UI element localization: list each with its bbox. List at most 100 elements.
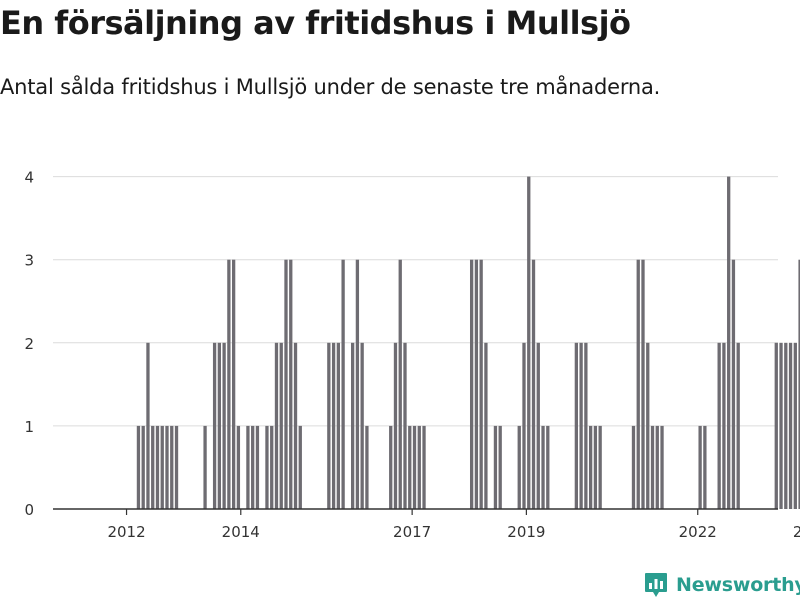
bar	[403, 342, 407, 509]
bar	[779, 342, 783, 509]
x-tick-label: 2024	[793, 523, 800, 541]
page-subtitle: Antal sålda fritidshus i Mullsjö under d…	[0, 75, 661, 99]
bar	[593, 425, 598, 509]
bar	[298, 425, 302, 509]
newsworthy-logo-icon	[645, 573, 667, 597]
bar	[793, 342, 797, 509]
x-axis: 2012 2014 2017 2019 2022 2024	[53, 508, 800, 541]
y-tick-label: 1	[24, 418, 34, 436]
bar	[251, 425, 255, 509]
bar	[341, 259, 345, 509]
page-title: En försäljning av fritidshus i Mullsjö	[0, 4, 631, 42]
bar	[289, 259, 293, 509]
bar	[279, 342, 283, 509]
bar	[579, 342, 583, 509]
bar	[160, 425, 164, 509]
bar	[484, 342, 488, 509]
bar	[574, 342, 579, 509]
bar	[479, 259, 483, 509]
bar	[717, 342, 721, 509]
bar	[136, 425, 141, 509]
bar	[365, 425, 369, 509]
y-tick-label: 4	[24, 169, 34, 187]
bar	[393, 342, 398, 509]
bar	[327, 342, 331, 509]
bar	[736, 342, 740, 509]
bar	[284, 259, 288, 509]
bar	[422, 425, 426, 509]
bar	[798, 259, 800, 509]
bar	[398, 259, 402, 509]
bar	[774, 342, 778, 509]
bar	[155, 425, 160, 509]
bar	[788, 342, 793, 509]
x-tick-label: 2017	[393, 523, 431, 541]
bar	[588, 425, 593, 509]
bar	[731, 259, 736, 509]
bar	[222, 342, 226, 509]
bar	[274, 342, 279, 509]
x-tick-label: 2022	[679, 523, 717, 541]
bar	[336, 342, 341, 509]
bar	[141, 425, 145, 509]
bar	[146, 342, 150, 509]
bar	[722, 342, 726, 509]
bar	[236, 425, 241, 509]
bar	[412, 425, 417, 509]
bar	[650, 425, 655, 509]
bar	[536, 342, 540, 509]
y-tick-label: 3	[24, 252, 34, 270]
bar	[522, 342, 526, 509]
bar	[331, 342, 336, 509]
bar	[350, 342, 355, 509]
bar	[727, 176, 731, 509]
bar	[417, 425, 421, 509]
bar	[469, 259, 474, 509]
bar	[531, 259, 536, 509]
bar	[360, 342, 364, 509]
bar	[227, 259, 231, 509]
y-tick-label: 0	[24, 501, 34, 519]
bars	[136, 176, 800, 509]
bar	[355, 259, 360, 509]
bar	[660, 425, 664, 509]
bar	[546, 425, 550, 509]
bar	[389, 425, 393, 509]
bar	[541, 425, 545, 509]
bar	[784, 342, 788, 509]
bar	[165, 425, 169, 509]
bar-chart: 0 1 2 3 4 2012 2014 2017 2019 2022 2024 1	[24, 169, 800, 541]
bar	[212, 342, 217, 509]
gridlines	[53, 176, 778, 427]
x-tick-label: 2014	[222, 523, 260, 541]
bar	[498, 425, 502, 509]
y-axis-labels: 0 1 2 3 4	[24, 169, 34, 519]
bar	[270, 425, 274, 509]
y-tick-label: 2	[24, 335, 34, 353]
bar	[203, 425, 207, 509]
x-tick-label: 2012	[107, 523, 145, 541]
bar	[265, 425, 269, 509]
bar	[255, 425, 260, 509]
bar	[698, 425, 702, 509]
bar	[493, 425, 498, 509]
brand-name: Newsworthy	[676, 574, 800, 596]
bar	[527, 176, 531, 509]
x-tick-label: 2019	[507, 523, 545, 541]
bar	[474, 259, 479, 509]
bar	[584, 342, 588, 509]
bar	[174, 425, 179, 509]
bar	[636, 259, 640, 509]
bar	[517, 425, 521, 509]
bar	[598, 425, 602, 509]
bar	[293, 342, 298, 509]
brand-logo[interactable]: Newsworthy	[644, 569, 800, 601]
bar	[641, 259, 645, 509]
bar	[217, 342, 222, 509]
bar	[170, 425, 174, 509]
bar	[655, 425, 659, 509]
bar	[646, 342, 650, 509]
bar	[151, 425, 155, 509]
bar	[231, 259, 236, 509]
bar	[631, 425, 636, 509]
